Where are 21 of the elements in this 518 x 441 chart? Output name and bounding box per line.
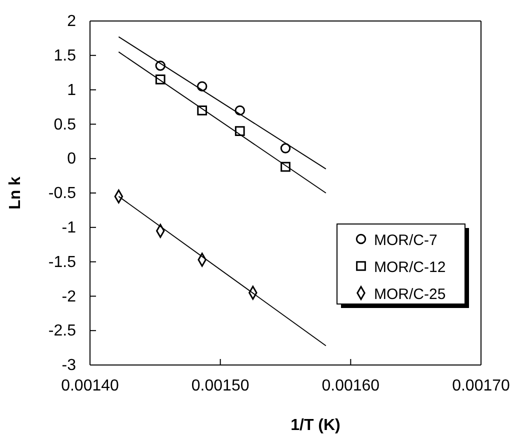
y-tick-label: -0.5	[48, 185, 76, 202]
legend-label: MOR/C-25	[374, 286, 446, 303]
y-tick-label: 1.5	[54, 48, 76, 65]
y-tick-label: -3	[62, 357, 76, 374]
legend-label: MOR/C-12	[374, 259, 446, 276]
y-axis-title: Ln k	[7, 176, 24, 210]
y-tick-label: 0.5	[54, 116, 76, 134]
x-axis-title: 1/T (K)	[290, 417, 340, 434]
legend-label: MOR/C-7	[374, 232, 438, 249]
y-tick-label: -2	[62, 288, 76, 306]
y-tick-label: -1	[62, 220, 76, 237]
y-tick-label: -2.5	[48, 322, 76, 340]
y-tick-label: 2	[67, 13, 76, 30]
point	[280, 143, 291, 154]
x-tick-label: 0.00170	[452, 377, 510, 394]
y-tick-label: -1.5	[48, 254, 76, 271]
y-tick-label: 1	[67, 82, 76, 99]
x-tick-label: 0.00150	[191, 377, 250, 394]
x-tick-label: 0.00140	[61, 377, 120, 394]
y-tick-label: 0	[67, 150, 76, 168]
x-tick-label: 0.00160	[322, 377, 380, 394]
